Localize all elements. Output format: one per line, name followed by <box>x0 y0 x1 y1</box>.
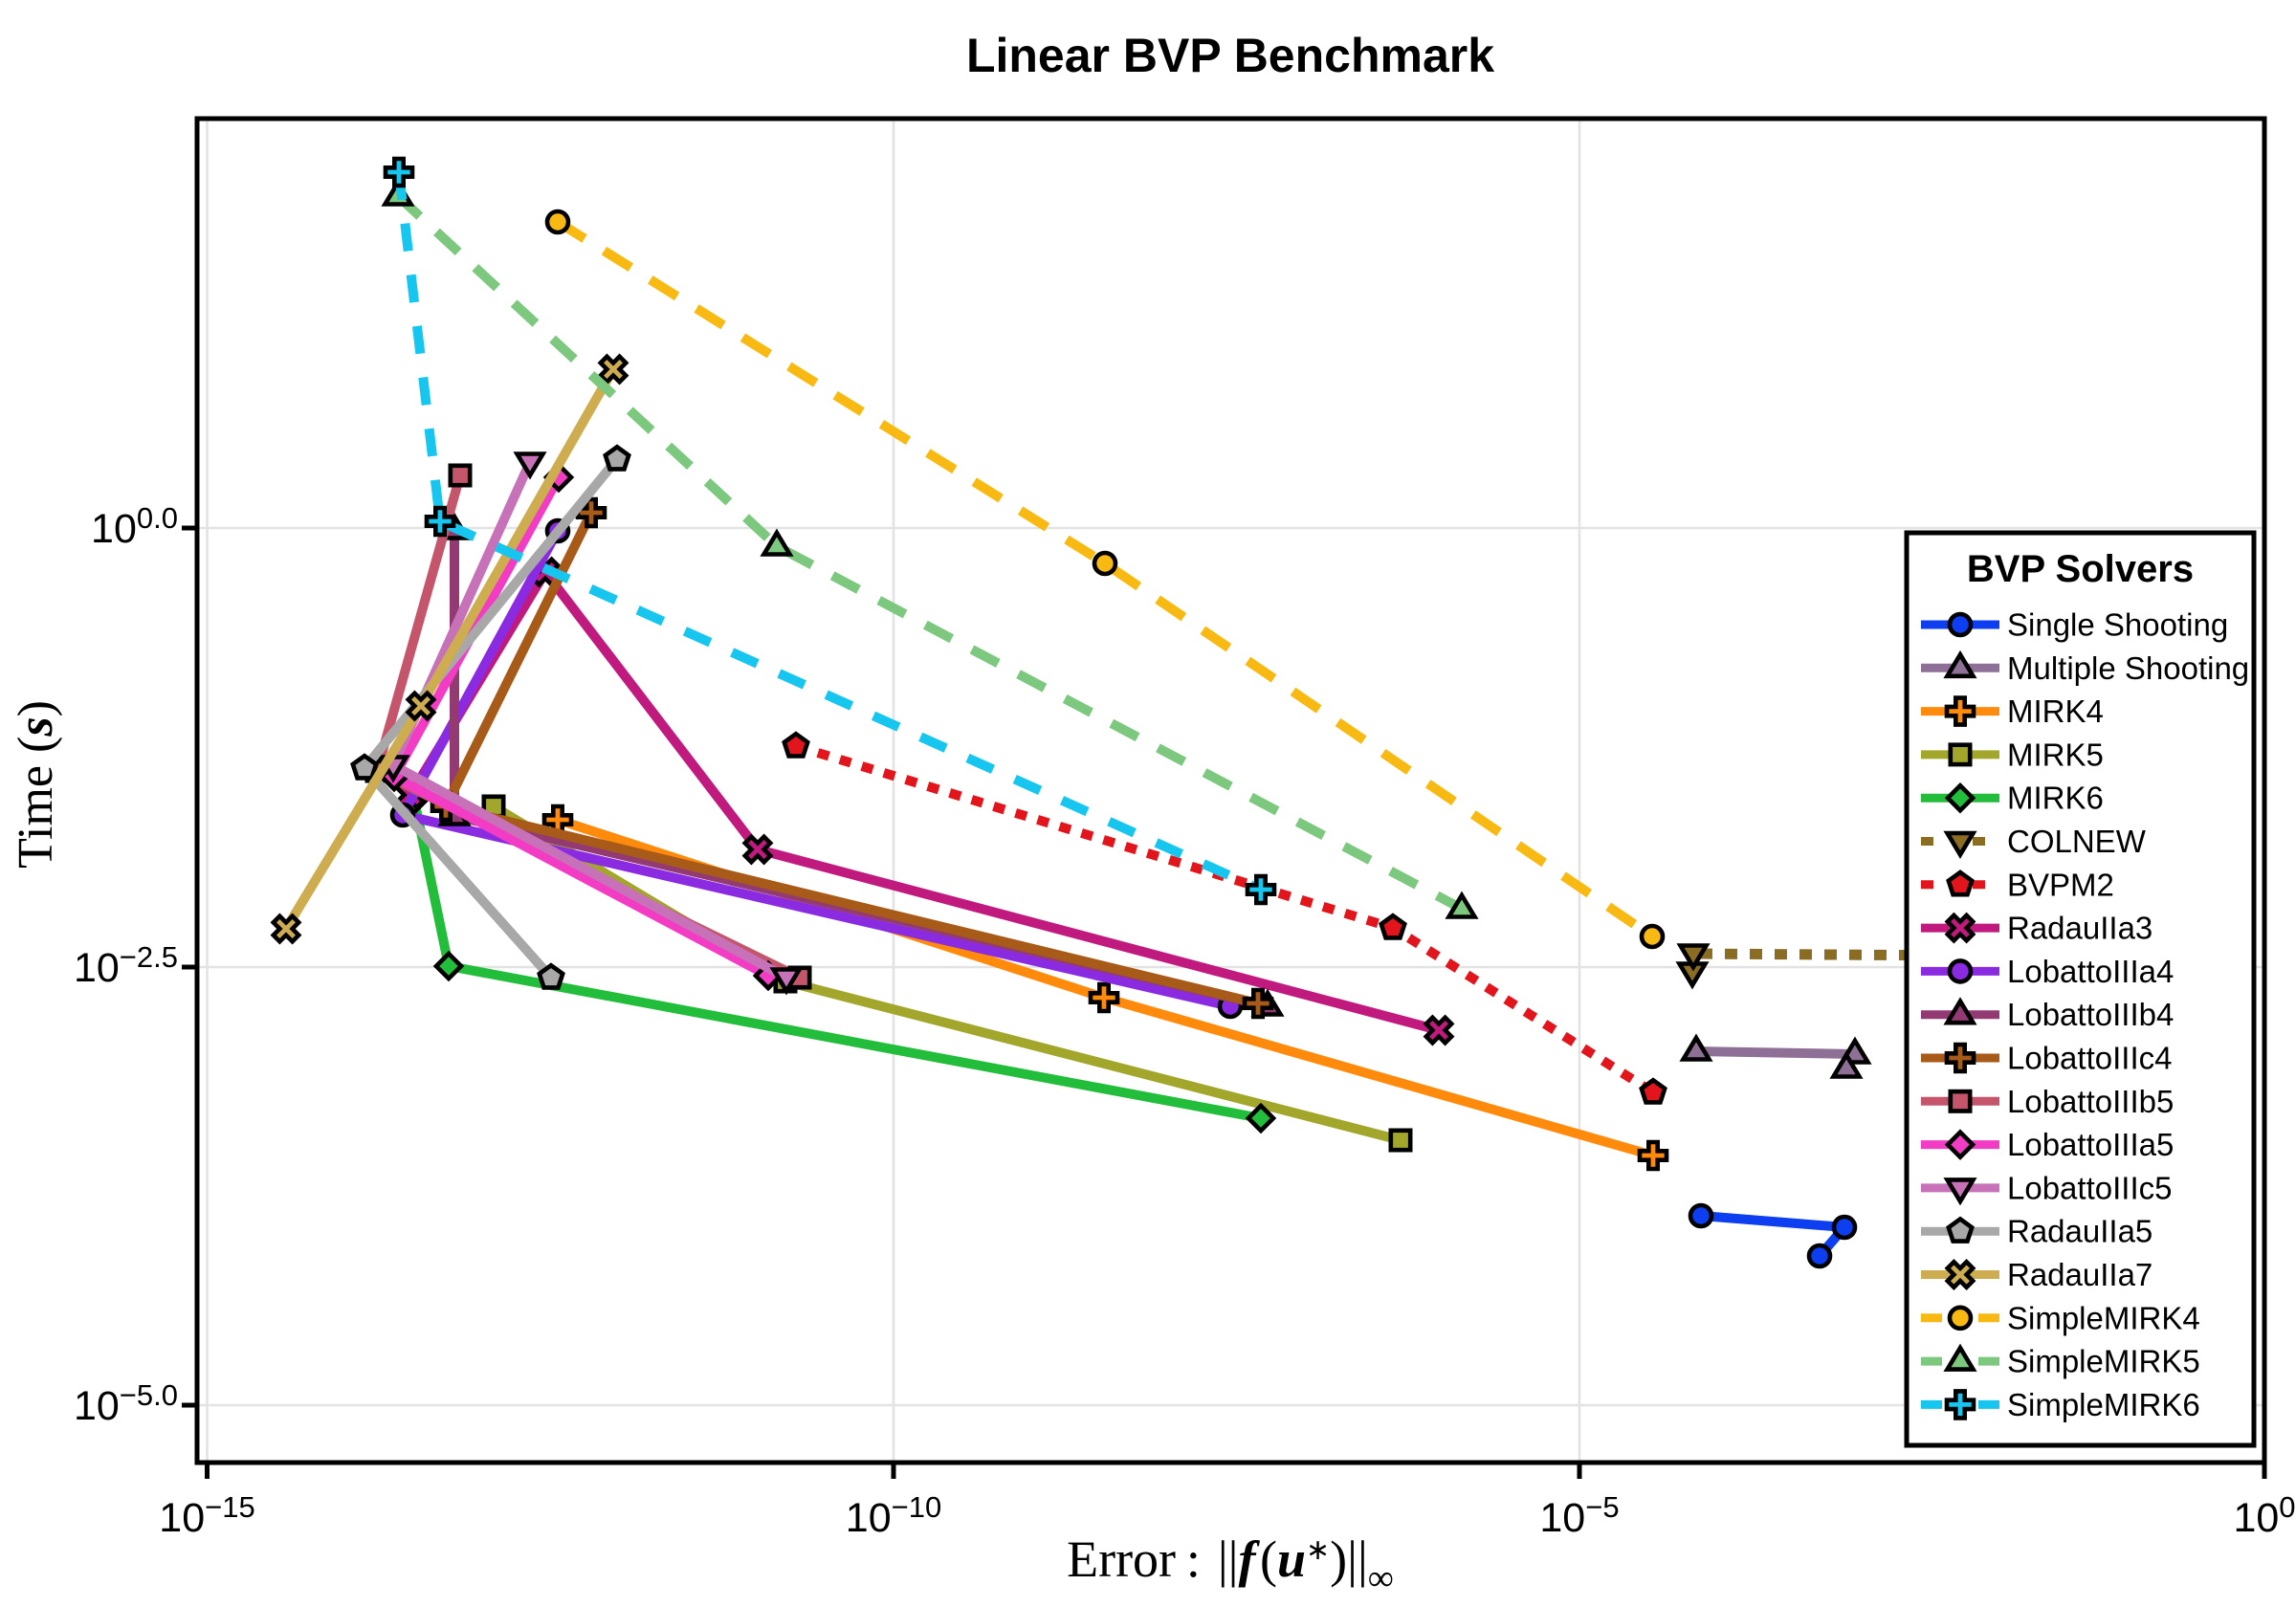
svg-text:RadauIIa5: RadauIIa5 <box>2007 1214 2152 1249</box>
svg-text:SimpleMIRK4: SimpleMIRK4 <box>2007 1300 2200 1335</box>
svg-text:SimpleMIRK6: SimpleMIRK6 <box>2007 1387 2200 1422</box>
svg-text:MIRK6: MIRK6 <box>2007 781 2104 816</box>
svg-text:Multiple Shooting: Multiple Shooting <box>2007 650 2249 686</box>
svg-text:RadauIIa7: RadauIIa7 <box>2007 1257 2152 1292</box>
svg-text:10−5: 10−5 <box>1539 1490 1619 1541</box>
svg-text:RadauIIa3: RadauIIa3 <box>2007 911 2152 946</box>
svg-text:BVP Solvers: BVP Solvers <box>1967 548 2194 590</box>
svg-text:MIRK4: MIRK4 <box>2007 693 2104 729</box>
svg-text:LobattoIIIc4: LobattoIIIc4 <box>2007 1041 2172 1076</box>
svg-text:Time (s): Time (s) <box>9 700 63 869</box>
svg-text:MIRK5: MIRK5 <box>2007 737 2104 772</box>
svg-text:LobattoIIIb5: LobattoIIIb5 <box>2007 1084 2174 1119</box>
svg-text:Error : ||f (u∗)||∞: Error : ||f (u∗)||∞ <box>1067 1530 1394 1598</box>
svg-text:Single Shooting: Single Shooting <box>2007 607 2228 643</box>
svg-text:LobattoIIIa4: LobattoIIIa4 <box>2007 954 2174 989</box>
svg-text:COLNEW: COLNEW <box>2007 824 2147 859</box>
svg-text:SimpleMIRK5: SimpleMIRK5 <box>2007 1344 2200 1379</box>
svg-text:LobattoIIIc5: LobattoIIIc5 <box>2007 1170 2172 1205</box>
svg-text:LobattoIIIb4: LobattoIIIb4 <box>2007 997 2174 1032</box>
svg-text:LobattoIIIa5: LobattoIIIa5 <box>2007 1127 2174 1162</box>
svg-text:Linear BVP Benchmark: Linear BVP Benchmark <box>966 29 1494 82</box>
svg-text:BVPM2: BVPM2 <box>2007 867 2114 902</box>
